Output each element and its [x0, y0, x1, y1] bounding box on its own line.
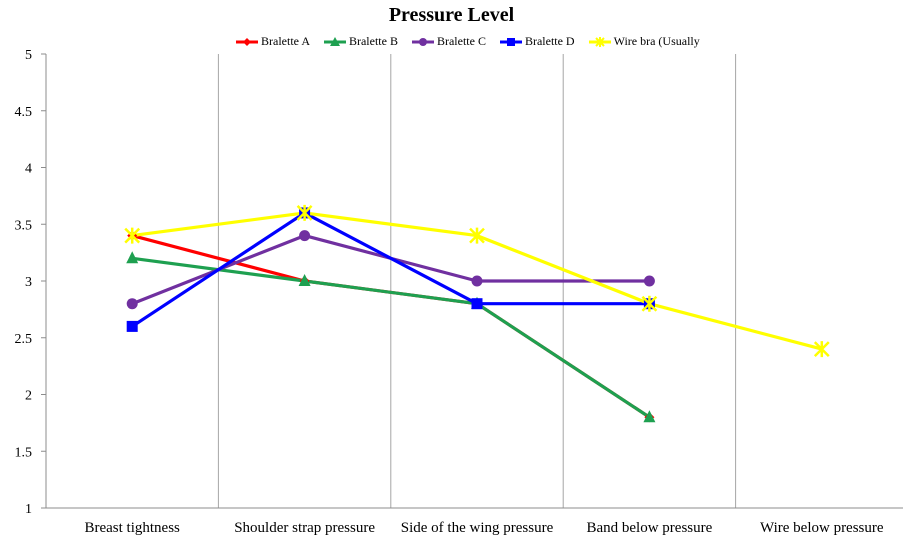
y-tick-label-7: 4.5: [15, 105, 33, 120]
y-tick-label-1: 1.5: [15, 445, 33, 460]
legend-label-bralette-b: Bralette B: [348, 34, 398, 48]
legend: Bralette A Bralette B Bralette C Bralett…: [236, 34, 700, 49]
legend-item-bralette-a: Bralette A: [236, 34, 310, 49]
legend-swatch-wire-bra: [588, 36, 611, 47]
y-tick-label-0: 1: [25, 502, 32, 517]
y-tick-label-5: 3.5: [15, 218, 33, 233]
y-tick-label-3: 2.5: [15, 332, 33, 347]
legend-swatch-bralette-a: [236, 37, 258, 46]
series-4-point-3: [641, 295, 658, 312]
legend-item-bralette-b: Bralette B: [323, 34, 398, 49]
series-4-point-1: [296, 204, 313, 221]
legend-item-bralette-c: Bralette C: [411, 34, 486, 49]
legend-label-bralette-a: Bralette A: [261, 34, 310, 48]
series-2-point-3: [643, 275, 655, 287]
x-tick-label-3: Band below pressure: [586, 520, 712, 536]
series-line-3: [131, 211, 650, 328]
x-tick-label-0: Breast tightness: [84, 520, 180, 536]
series-3-point-0: [126, 320, 138, 332]
series-1-point-0: [126, 251, 139, 264]
y-tick-label-6: 4: [25, 162, 32, 177]
series-1-point-3: [643, 410, 656, 423]
series-4-point-2: [469, 227, 485, 244]
series-4-point-0: [124, 227, 141, 244]
legend-label-bralette-c: Bralette C: [436, 34, 486, 48]
x-tick-label-2: Side of the wing pressure: [401, 520, 554, 536]
y-tick-label-8: 5: [25, 48, 32, 63]
y-tick-label-2: 2: [25, 389, 32, 404]
series-2-point-2: [471, 275, 483, 287]
legend-item-bralette-d: Bralette D: [499, 34, 575, 49]
series-4-point-4: [813, 341, 830, 358]
series-2-point-1: [299, 230, 311, 242]
legend-swatch-bralette-c: [411, 37, 434, 46]
legend-item-wire-bra: Wire bra (Usually: [588, 34, 700, 49]
legend-swatch-bralette-b: [323, 36, 346, 46]
chart-title: Pressure Level: [388, 4, 515, 26]
x-tick-label-4: Wire below pressure: [760, 520, 884, 536]
series-2-point-0: [126, 298, 138, 310]
x-tick-label-1: Shoulder strap pressure: [234, 520, 375, 536]
y-tick-label-4: 3: [25, 275, 32, 290]
legend-label-wire-bra: Wire bra (Usually: [613, 34, 700, 48]
series-3-point-2: [471, 298, 483, 310]
series-1-point-1: [298, 274, 311, 286]
legend-label-bralette-d: Bralette D: [524, 34, 575, 48]
legend-swatch-bralette-d: [499, 37, 522, 46]
